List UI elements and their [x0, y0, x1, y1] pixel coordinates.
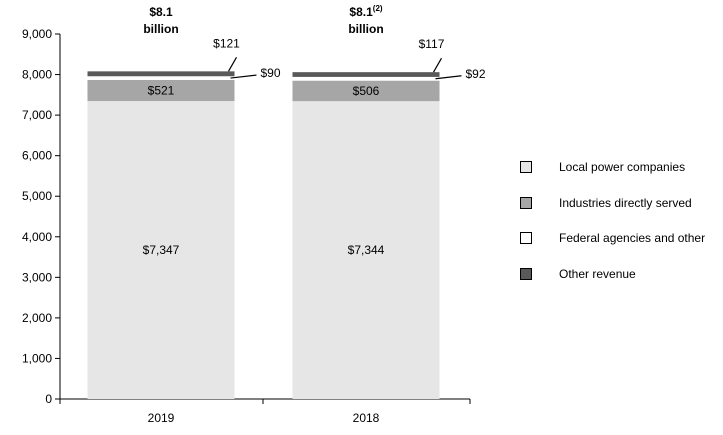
data-label-local-power-companies: $7,347 [143, 243, 180, 257]
legend-swatch [520, 267, 532, 280]
y-tick-label: 0 [45, 392, 52, 406]
total-label: $8.1 [149, 5, 173, 19]
legend-swatch [520, 232, 532, 244]
bars [87, 71, 440, 399]
y-tick-label: 4,000 [22, 230, 52, 244]
bar-segment-industries-directly-served [292, 80, 440, 102]
x-tick-label: 2019 [148, 411, 175, 425]
data-label-industries-directly-served: $506 [353, 84, 380, 98]
y-tick-label: 7,000 [22, 108, 52, 122]
legend: Local power companies Industries directl… [520, 160, 720, 302]
bar-segment-local-power-companies [292, 101, 440, 399]
y-tick-label: 2,000 [22, 311, 52, 325]
y-tick-label: 5,000 [22, 189, 52, 203]
y-tick-label: 8,000 [22, 68, 52, 82]
leader-line [432, 57, 443, 73]
legend-swatch [520, 161, 532, 173]
legend-swatch [520, 196, 532, 209]
total-unit-label: billion [143, 22, 178, 36]
x-tick-label: 2018 [353, 411, 380, 425]
legend-item-local-power-companies: Local power companies [520, 160, 720, 174]
legend-label: Industries directly served [559, 195, 692, 210]
data-label-industries-directly-served: $521 [148, 83, 175, 97]
leader-line [230, 74, 257, 79]
bar-segment-federal-agencies-and-other [87, 76, 235, 80]
data-label-local-power-companies: $7,344 [348, 243, 385, 257]
bar-segment-federal-agencies-and-other [292, 76, 440, 81]
data-label-federal-agencies-and-other: $90 [261, 66, 281, 80]
legend-item-industries-directly-served: Industries directly served [520, 196, 720, 210]
data-label-federal-agencies-and-other: $92 [466, 67, 486, 81]
axes: 0 1,000 2,000 3,000 4,000 5,000 6,000 7,000 8,00… [22, 27, 471, 425]
total-label: $8.1(2) [349, 4, 382, 19]
data-label-other-revenue: $117 [419, 37, 445, 51]
bar-segment-other-revenue [292, 72, 440, 77]
legend-label: Other revenue [559, 266, 636, 281]
data-label-other-revenue: $121 [213, 36, 240, 50]
leader-line [227, 57, 238, 72]
legend-item-other-revenue: Other revenue [520, 267, 720, 281]
legend-label: Federal agencies and other [559, 231, 706, 245]
legend-label: Local power companies [559, 160, 686, 174]
total-unit-label: billion [348, 22, 383, 36]
data-labels: $7,347 $521 $90 $121 $8.1 billion $7,344 $506 $9… [143, 4, 486, 257]
bar-segment-industries-directly-served [87, 79, 235, 102]
y-tick-label: 1,000 [22, 351, 52, 365]
bar-segment-local-power-companies [87, 101, 235, 399]
legend-item-federal-agencies-and-other: Federal agencies and other [520, 231, 720, 245]
leader-line [435, 75, 462, 80]
y-tick-label: 3,000 [22, 270, 52, 284]
y-tick-label: 6,000 [22, 149, 52, 163]
bar-segment-other-revenue [87, 71, 235, 77]
y-tick-label: 9,000 [22, 27, 52, 41]
